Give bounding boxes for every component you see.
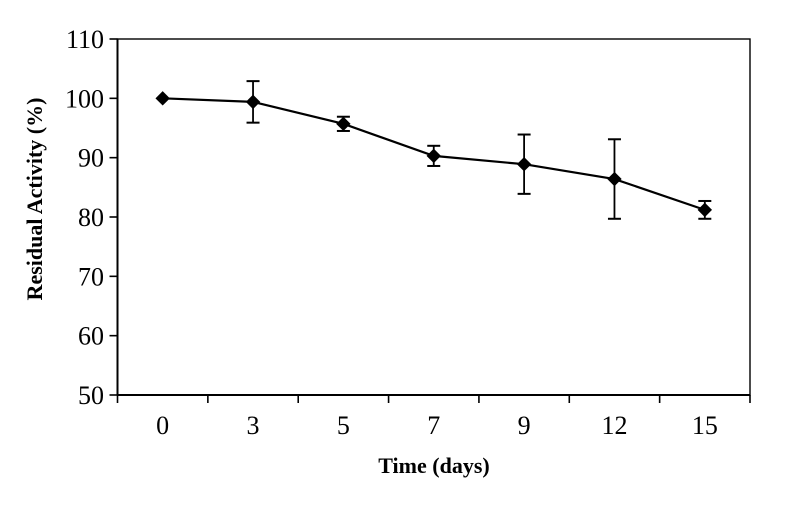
plot-frame [116,38,751,396]
data-point-marker [245,94,261,110]
plot-border [116,38,751,396]
x-axis-tick-labels: 0 3 5 7 9 12 15 [156,411,718,440]
data-point-markers [155,91,713,218]
y-tick-label: 110 [66,25,104,54]
data-point-marker [516,156,532,172]
data-point-marker [426,148,441,164]
y-axis-title: Residual Activity (%) [22,98,47,301]
x-tick-label: 0 [156,411,169,440]
x-axis-ticks [116,395,751,403]
x-tick-label: 7 [427,411,440,440]
data-point-marker [336,116,351,132]
x-tick-label: 15 [692,411,718,440]
plot-area [118,39,751,395]
y-tick-label: 80 [78,203,104,232]
y-tick-label: 60 [78,322,104,351]
x-tick-label: 3 [247,411,260,440]
y-tick-label: 50 [78,381,104,410]
y-axis-tick-labels: 110 100 90 80 70 60 50 [65,25,104,410]
y-tick-label: 90 [78,144,104,173]
x-tick-label: 5 [337,411,350,440]
y-tick-label: 100 [65,84,104,113]
data-point-marker [697,202,713,218]
y-axis-ticks [109,38,118,396]
y-tick-label: 70 [78,262,104,291]
x-axis-title: Time (days) [378,453,489,478]
data-point-marker [607,171,622,187]
x-tick-label: 9 [518,411,531,440]
error-bars [246,80,712,220]
data-point-marker [155,91,170,106]
x-tick-label: 12 [601,411,627,440]
